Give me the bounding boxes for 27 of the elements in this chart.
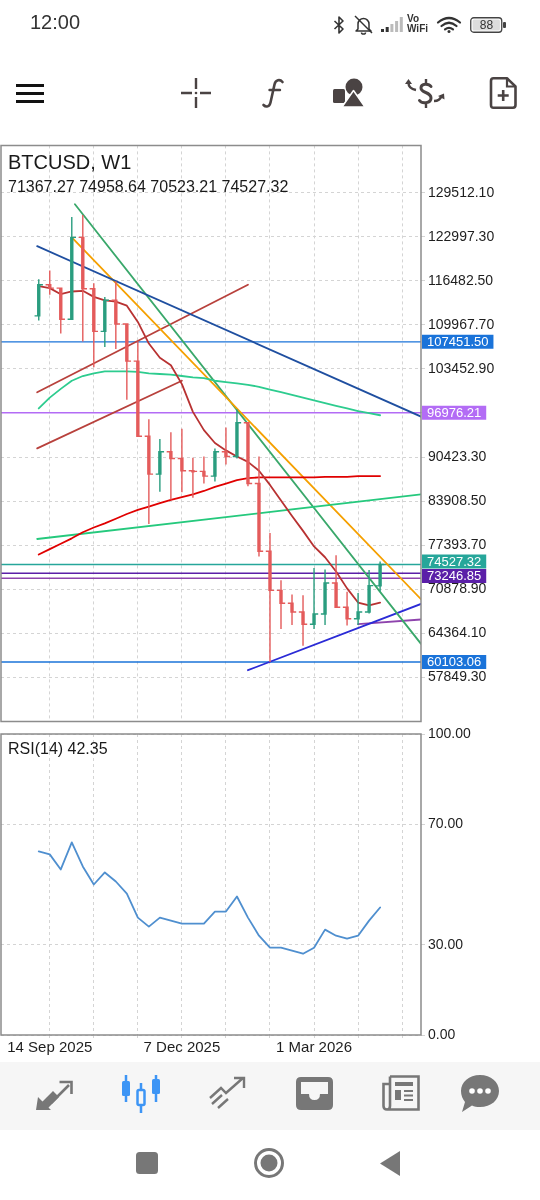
x-tick-label: 7 Dec 2025 [143,1038,221,1056]
y-tick-label: 90423.30 [428,447,487,464]
ref-line-label: 74527.32 [427,553,482,569]
y-tick-label: 83908.50 [428,491,487,508]
y-tick-label: 122997.30 [428,227,495,244]
y-tick-label: 100.00 [428,724,472,741]
y-tick-label: 129512.10 [428,183,495,200]
x-tick-label: 14 Sep 2025 [7,1038,93,1056]
chart-title: BTCUSD, W1 [8,150,132,173]
y-tick-label: 103452.90 [428,359,495,376]
ref-line-label: 96976.21 [427,404,482,420]
y-tick-label: 30.00 [428,935,464,952]
y-tick-label: 57849.30 [428,668,487,685]
text: Vo WiFi [407,13,429,34]
x-tick-label: 1 Mar 2026 [276,1038,352,1056]
y-tick-label: 64364.10 [428,624,487,641]
y-tick-label: 77393.70 [428,535,487,552]
text: 12:00 [30,11,81,34]
text: 88 [472,18,501,32]
y-tick-label: 70.00 [428,815,464,832]
y-tick-label: 109967.70 [428,315,495,332]
text: 71367.27 74958.64 70523.21 74527.32 [8,177,289,195]
chart-title: RSI(14) 42.35 [8,740,108,758]
y-tick-label: 0.00 [428,1025,456,1042]
ref-line-label: 60103.06 [427,654,482,670]
ref-line-label: 107451.50 [427,333,489,349]
y-tick-label: 116482.50 [428,271,494,288]
